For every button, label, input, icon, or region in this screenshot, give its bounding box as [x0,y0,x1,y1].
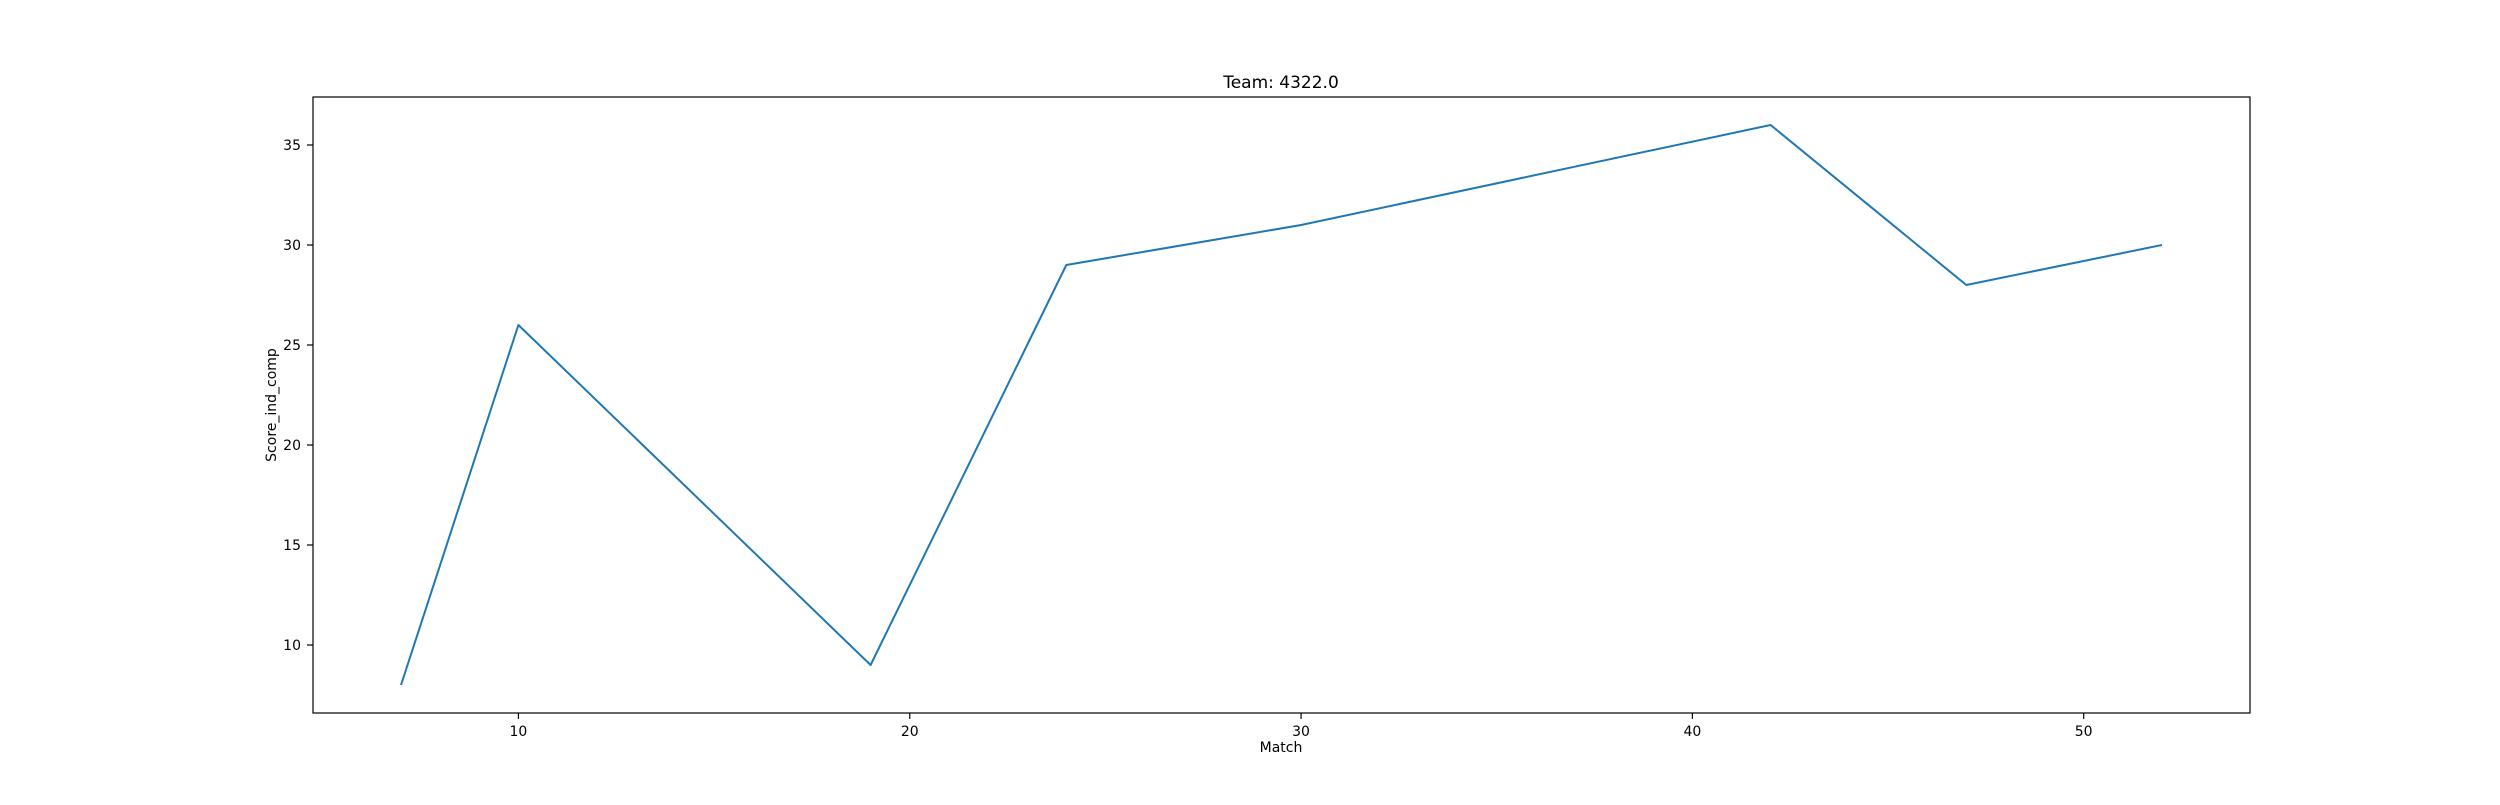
x-tick-label: 30 [1292,724,1310,740]
x-axis-title: Match [1260,740,1303,756]
y-tick-label: 25 [283,338,301,354]
x-tick-label: 40 [1683,724,1701,740]
x-tick-label: 20 [901,724,919,740]
y-tick-label: 10 [283,638,301,654]
y-axis-title: Score_ind_comp [264,348,280,462]
y-tick-label: 30 [283,238,301,254]
chart-title: Team: 4322.0 [1222,73,1339,93]
plot-area: 10 20 30 40 50 10 15 20 25 30 35 [283,97,2250,740]
y-tick-label: 15 [283,538,301,554]
x-tick-label: 10 [510,724,528,740]
y-tick-label: 20 [283,438,301,454]
plot-frame [313,97,2250,713]
x-tick-label: 50 [2075,724,2093,740]
y-tick-label: 35 [283,138,301,154]
series-line [401,125,2162,685]
